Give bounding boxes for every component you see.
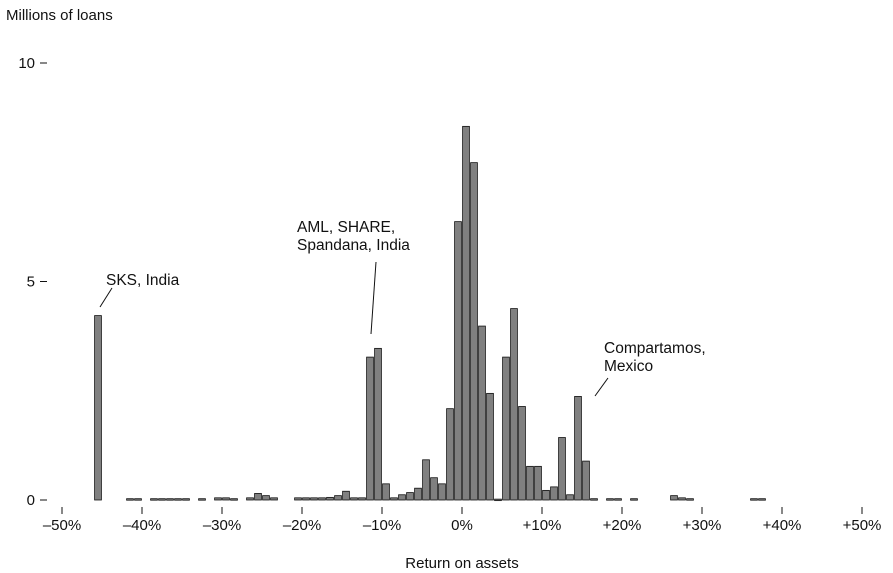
- histogram-bar: [350, 497, 358, 501]
- x-tick-label: +10%: [523, 517, 562, 534]
- histogram-bar: [174, 498, 182, 501]
- histogram-bar: [486, 392, 494, 501]
- histogram-bar: [366, 356, 374, 501]
- histogram-bar: [374, 347, 382, 501]
- x-axis-label: Return on assets: [405, 555, 518, 572]
- histogram-bar: [614, 498, 622, 501]
- annotation-label: Compartamos,: [604, 340, 706, 357]
- histogram-bar: [678, 497, 686, 501]
- x-tick-label: 0%: [451, 517, 473, 534]
- histogram-bar: [182, 498, 190, 501]
- annotation-leader-line: [99, 287, 113, 308]
- histogram-bar: [166, 498, 174, 501]
- x-tick-label: +30%: [683, 517, 722, 534]
- histogram-bar: [630, 498, 638, 501]
- histogram-bar: [534, 465, 542, 501]
- histogram-bar: [294, 497, 302, 501]
- x-tick-label: +20%: [603, 517, 642, 534]
- annotation-label: AML, SHARE,: [297, 219, 395, 236]
- histogram-bar: [550, 486, 558, 501]
- histogram-bar: [398, 494, 406, 501]
- histogram-bar: [670, 495, 678, 501]
- x-tick-label: –50%: [43, 517, 81, 534]
- histogram-bar: [502, 356, 510, 501]
- y-tick-label: 0: [27, 492, 35, 509]
- histogram-bar: [494, 498, 502, 502]
- x-tick-label: +40%: [763, 517, 802, 534]
- histogram-bar: [686, 498, 694, 501]
- histogram-bar: [510, 308, 518, 501]
- histogram-bar: [334, 495, 342, 501]
- histogram-bar: [558, 437, 566, 501]
- histogram-bar: [446, 408, 454, 501]
- histogram-bar: [198, 498, 206, 501]
- histogram-bar: [470, 162, 478, 501]
- histogram-bar: [526, 465, 534, 501]
- annotation-leader-line: [370, 261, 377, 335]
- histogram-bar: [574, 396, 582, 501]
- histogram-bar: [310, 497, 318, 501]
- histogram-bar: [566, 494, 574, 501]
- histogram-bar: [326, 496, 334, 501]
- y-axis-label: Millions of loans: [6, 7, 113, 24]
- annotations: SKS, India AML, SHARE,Spandana, India Comp…: [99, 219, 706, 397]
- histogram-bar: [590, 498, 598, 501]
- histogram-bar: [150, 498, 158, 501]
- histogram-bar: [270, 497, 278, 501]
- histogram-bar: [518, 406, 526, 501]
- histogram-bar: [246, 497, 254, 501]
- x-tick-label: +50%: [843, 517, 882, 534]
- histogram-bar: [126, 498, 134, 501]
- histogram-bar: [542, 489, 550, 501]
- histogram-bar: [214, 497, 222, 501]
- annotation-label: Spandana, India: [297, 237, 410, 254]
- histogram-bar: [462, 125, 470, 501]
- y-axis: 0 5 10: [18, 55, 47, 509]
- x-tick-label: –40%: [123, 517, 161, 534]
- histogram-bar: [230, 498, 238, 501]
- histogram-bar: [478, 325, 486, 501]
- x-tick-label: –10%: [363, 517, 401, 534]
- histogram-bar: [134, 498, 142, 501]
- x-axis: –50% –40% –30% –20% –10% 0% +10% +20% +30% +40% +5…: [43, 507, 882, 534]
- annotation-leader-line: [594, 377, 609, 397]
- x-tick-label: –20%: [283, 517, 321, 534]
- histogram-bar: [158, 498, 166, 501]
- histogram-bar: [358, 497, 366, 501]
- histogram-bar: [414, 487, 422, 501]
- y-tick-label: 5: [27, 274, 35, 291]
- histogram-bar: [222, 497, 230, 501]
- histogram-bar: [94, 315, 102, 501]
- histogram-bar: [390, 497, 398, 501]
- histogram-bar: [406, 492, 414, 501]
- histogram-bar: [422, 459, 430, 501]
- histogram-bar: [438, 483, 446, 501]
- histogram-bar: [302, 497, 310, 501]
- histogram-bar: [382, 483, 390, 501]
- annotation-label: Mexico: [604, 358, 653, 375]
- histogram-bar: [254, 493, 262, 501]
- y-tick-label: 10: [18, 55, 35, 72]
- histogram-bar: [262, 495, 270, 501]
- histogram-bar: [430, 477, 438, 501]
- bars: [94, 125, 766, 502]
- histogram-bar: [758, 498, 766, 501]
- x-tick-label: –30%: [203, 517, 241, 534]
- histogram-bar: [582, 460, 590, 501]
- histogram-bar: [454, 221, 462, 501]
- histogram-bar: [750, 498, 758, 501]
- histogram-bar: [606, 498, 614, 501]
- annotation-label: SKS, India: [106, 272, 180, 289]
- histogram-bar: [342, 490, 350, 501]
- histogram-bar: [318, 497, 326, 501]
